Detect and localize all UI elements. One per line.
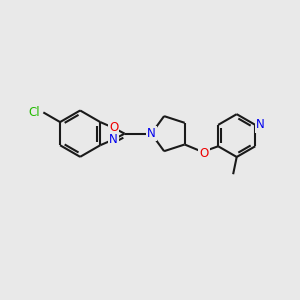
Text: N: N bbox=[147, 127, 156, 140]
Text: O: O bbox=[109, 122, 118, 134]
Text: N: N bbox=[109, 133, 118, 146]
Text: O: O bbox=[199, 147, 208, 160]
Text: N: N bbox=[256, 118, 265, 131]
Text: Cl: Cl bbox=[29, 106, 40, 119]
